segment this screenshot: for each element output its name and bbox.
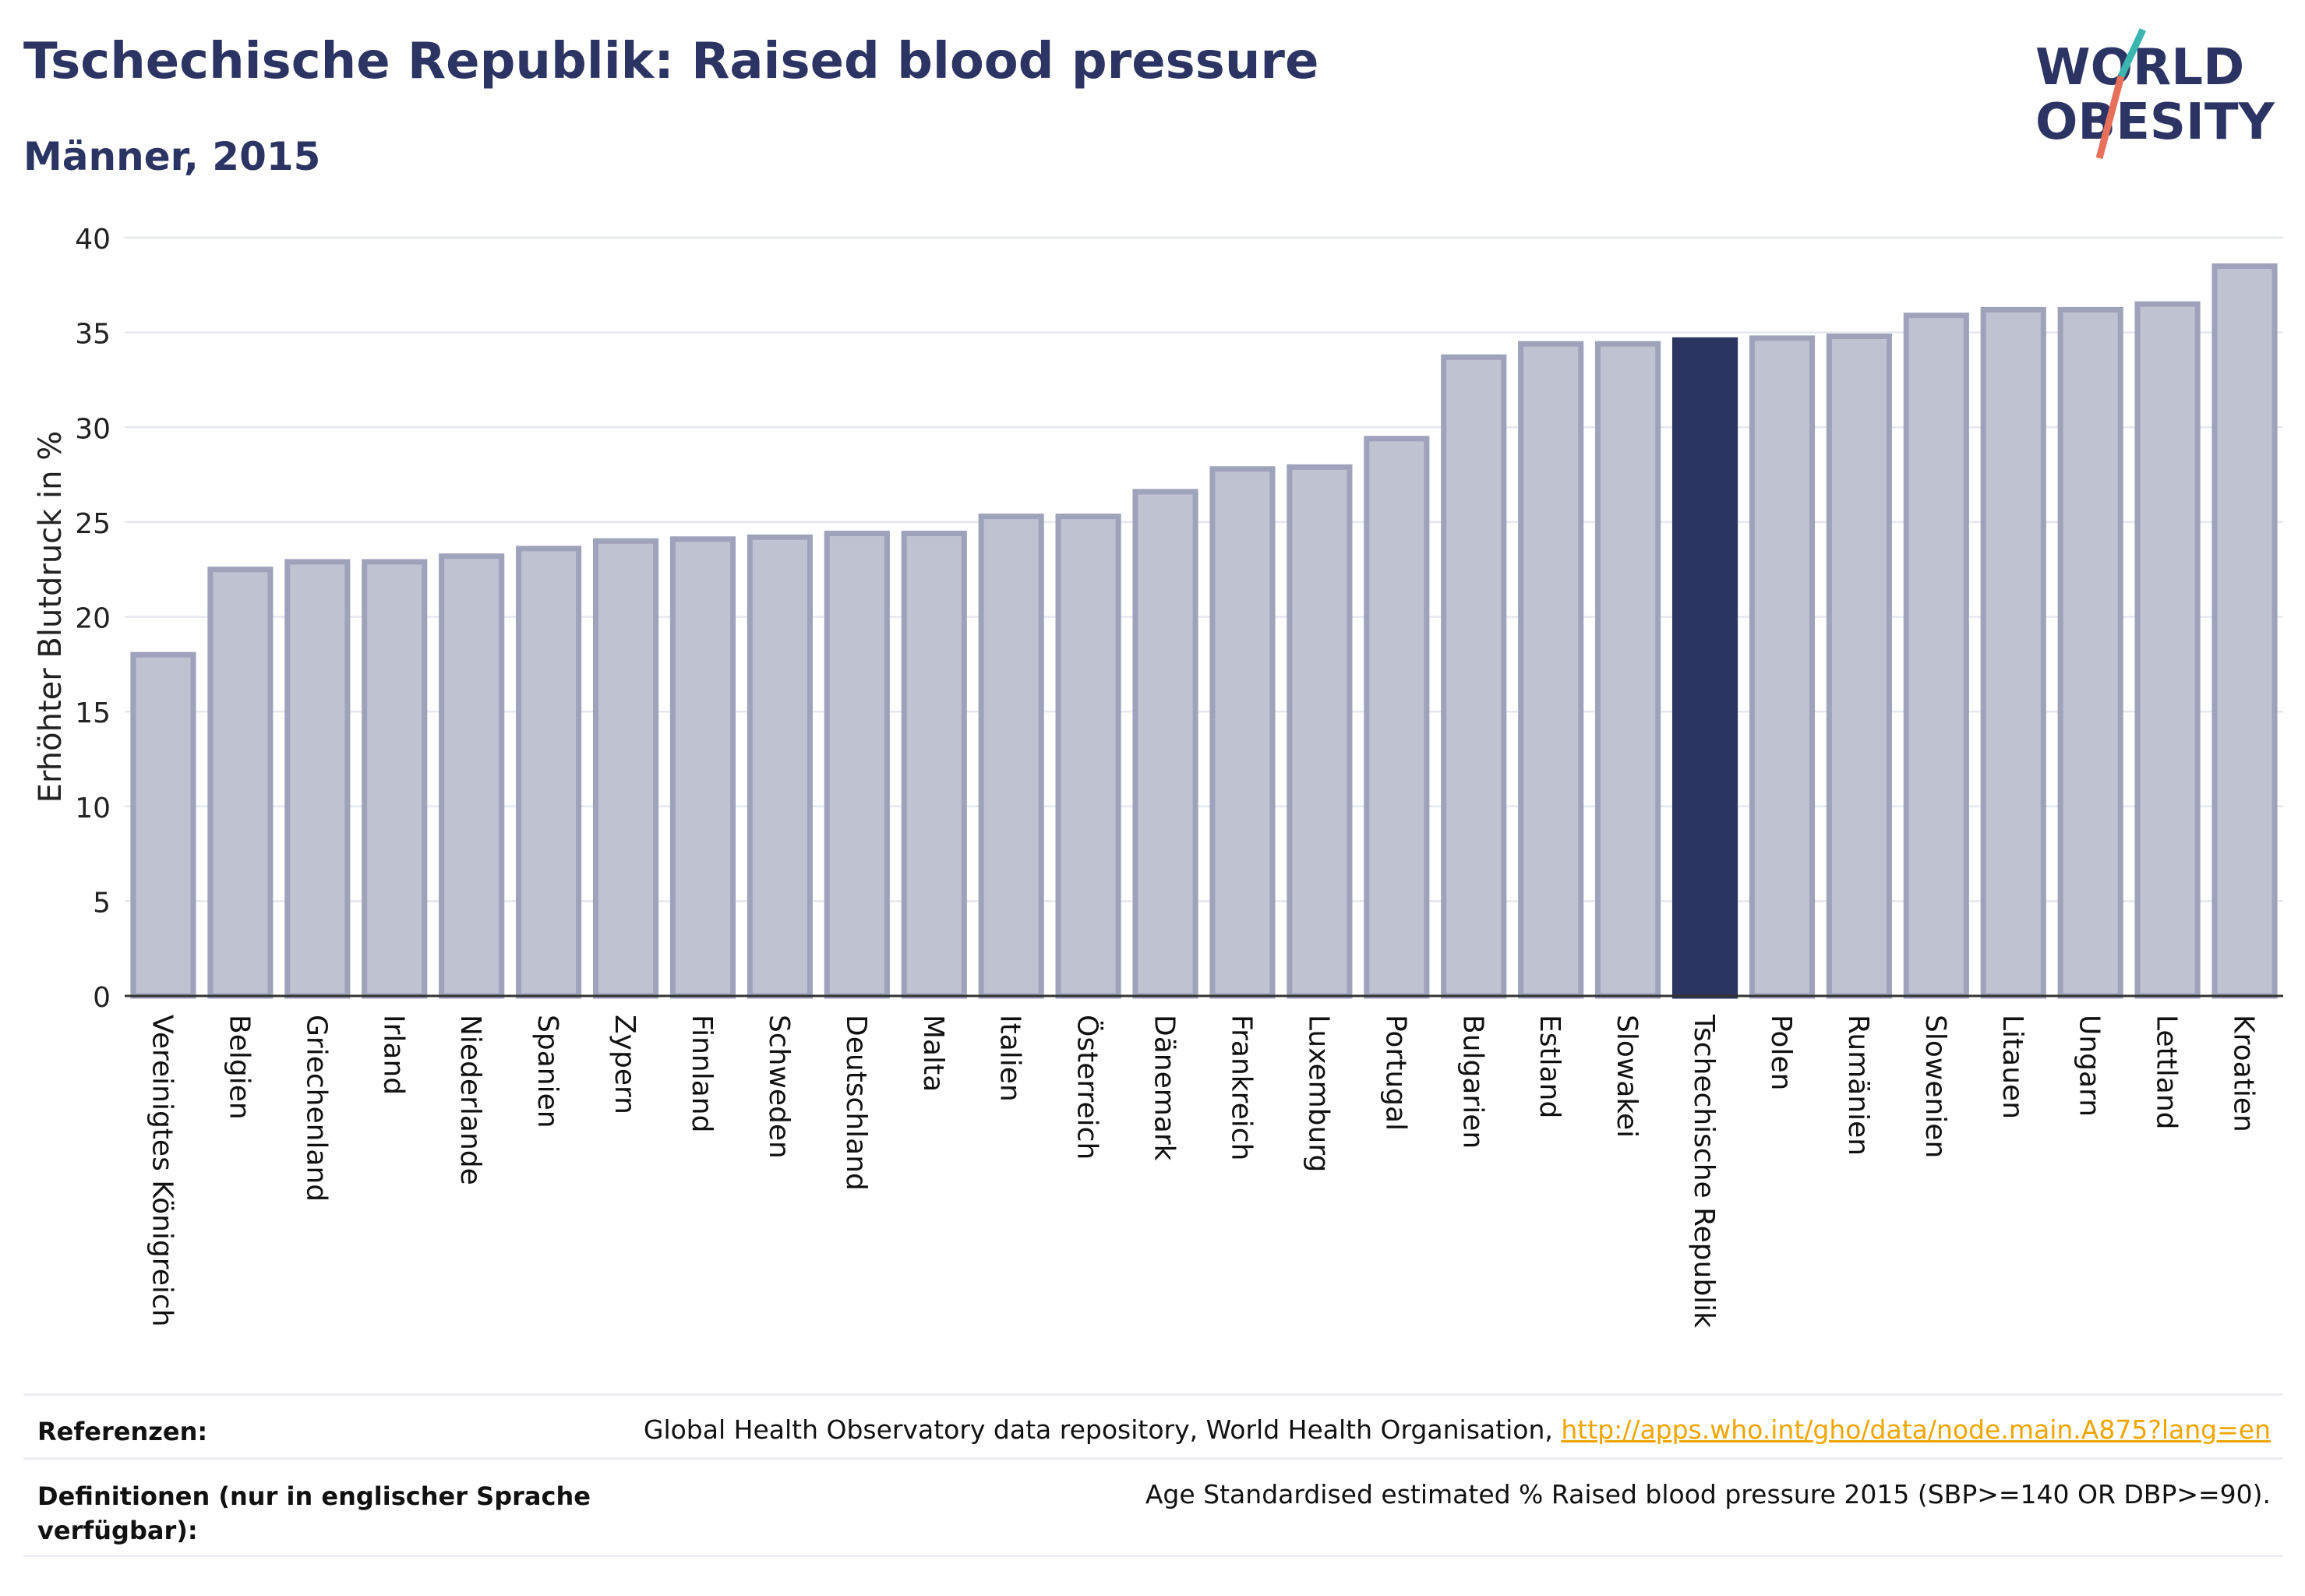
y-tick-label: 5: [93, 887, 111, 919]
bar-bulgarien[interactable]: [1441, 354, 1507, 999]
x-tick-label: Niederlande: [454, 1015, 486, 1185]
world-obesity-logo: WORLD OBESITY: [2035, 28, 2275, 160]
bar-griechenland[interactable]: [284, 559, 351, 999]
x-tick-label: Vereinigtes Königreich: [146, 1015, 178, 1327]
bar-lettland[interactable]: [2134, 301, 2201, 999]
bar-österreich[interactable]: [1055, 514, 1121, 999]
definitions-label: Definitionen (nur in englischer Sprache …: [37, 1481, 591, 1545]
x-tick-label: Estland: [1534, 1015, 1565, 1118]
y-axis-ticks: 0 5 10 15 20 25 30 35 40: [75, 224, 111, 1014]
chart-title: Tschechische Republik: Raised blood pres…: [23, 33, 1319, 90]
x-tick-label: Portugal: [1379, 1015, 1411, 1131]
chart-subtitle: Männer, 2015: [23, 134, 321, 179]
x-tick-label: Slowenien: [1919, 1015, 1951, 1158]
x-axis-labels: Vereinigtes Königreich Belgien Griechenlan…: [146, 1014, 2259, 1328]
x-tick-label: Schweden: [763, 1015, 795, 1159]
y-tick-label: 10: [75, 793, 111, 824]
bar-estland[interactable]: [1518, 341, 1584, 999]
definitions-text: Age Standardised estimated % Raised bloo…: [1145, 1479, 2271, 1509]
bar-chart: 0 5 10 15 20 25 30 35 40 Vereinigtes Königreich B…: [33, 224, 2283, 1328]
x-tick-label: Litauen: [1996, 1015, 2028, 1119]
y-axis-label: Erhöhter Blutdruck in %: [33, 431, 69, 803]
bar-portugal[interactable]: [1364, 436, 1430, 999]
x-tick-label: Kroatien: [2228, 1015, 2260, 1132]
x-tick-label: Tschechische Republik: [1688, 1014, 1720, 1328]
x-tick-label: Österreich: [1071, 1015, 1104, 1160]
bar-litauen[interactable]: [1980, 306, 2046, 999]
x-tick-label: Bulgarien: [1456, 1015, 1488, 1149]
bar-belgien[interactable]: [207, 567, 274, 999]
bar-tschechische-republik[interactable]: [1671, 337, 1738, 999]
x-tick-label: Ungarn: [2074, 1015, 2106, 1117]
logo-word-obesity: OBESITY: [2035, 94, 2275, 151]
logo-slash-bottom: [2095, 75, 2125, 160]
bar-zypern[interactable]: [592, 538, 659, 999]
bar-kroatien[interactable]: [2211, 263, 2278, 999]
logo-slash-top: [2117, 28, 2147, 78]
x-tick-label: Zypern: [609, 1015, 641, 1114]
x-tick-label: Polen: [1765, 1015, 1797, 1090]
bar-ungarn[interactable]: [2057, 306, 2123, 999]
x-tick-label: Spanien: [531, 1015, 563, 1128]
y-tick-label: 35: [75, 319, 111, 351]
bar-vereinigtes-königreich[interactable]: [130, 651, 196, 999]
y-tick-label: 30: [75, 413, 111, 445]
bars: [130, 263, 2278, 999]
y-tick-label: 0: [93, 982, 111, 1014]
x-tick-label: Belgien: [223, 1015, 255, 1120]
x-tick-label: Slowakei: [1611, 1015, 1643, 1138]
bar-polen[interactable]: [1749, 335, 1816, 999]
bar-frankreich[interactable]: [1209, 466, 1276, 999]
bar-irland[interactable]: [362, 559, 428, 999]
bar-deutschland[interactable]: [824, 530, 890, 999]
bar-malta[interactable]: [901, 530, 967, 999]
references-source: Global Health Observatory data repositor…: [643, 1414, 1562, 1445]
bar-dänemark[interactable]: [1132, 489, 1198, 999]
bar-niederlande[interactable]: [439, 553, 505, 999]
bar-slowenien[interactable]: [1903, 312, 1969, 999]
x-tick-label: Dänemark: [1149, 1015, 1181, 1161]
references-link[interactable]: http://apps.who.int/gho/data/node.main.A…: [1561, 1414, 2271, 1445]
x-tick-label: Luxemburg: [1302, 1015, 1334, 1172]
bar-schweden[interactable]: [747, 534, 813, 999]
logo-word-world: WORLD: [2035, 39, 2244, 97]
x-tick-label: Finnland: [686, 1015, 718, 1132]
y-tick-label: 40: [75, 224, 111, 256]
bar-luxemburg[interactable]: [1287, 464, 1353, 999]
x-tick-label: Irland: [377, 1015, 409, 1095]
bar-spanien[interactable]: [516, 546, 582, 999]
x-tick-label: Deutschland: [840, 1015, 872, 1191]
references-label: Referenzen:: [37, 1417, 208, 1446]
bar-finnland[interactable]: [669, 536, 736, 999]
x-tick-label: Italien: [994, 1015, 1026, 1102]
x-tick-label: Frankreich: [1225, 1015, 1257, 1160]
x-tick-label: Lettland: [2151, 1015, 2183, 1130]
footer-divider-top: [23, 1393, 2283, 1396]
bar-rumänien[interactable]: [1826, 333, 1892, 999]
bar-italien[interactable]: [978, 514, 1044, 999]
bar-slowakei[interactable]: [1595, 341, 1661, 999]
x-tick-label: Griechenland: [300, 1015, 332, 1202]
x-tick-label: Malta: [917, 1015, 949, 1092]
y-tick-label: 20: [75, 603, 111, 635]
y-tick-label: 25: [75, 508, 111, 540]
y-tick-label: 15: [75, 697, 111, 729]
x-tick-label: Rumänien: [1842, 1015, 1874, 1156]
footer-divider-bottom: [23, 1555, 2283, 1557]
references-text: Global Health Observatory data repositor…: [644, 1414, 2271, 1445]
footer-divider-middle: [23, 1457, 2283, 1460]
